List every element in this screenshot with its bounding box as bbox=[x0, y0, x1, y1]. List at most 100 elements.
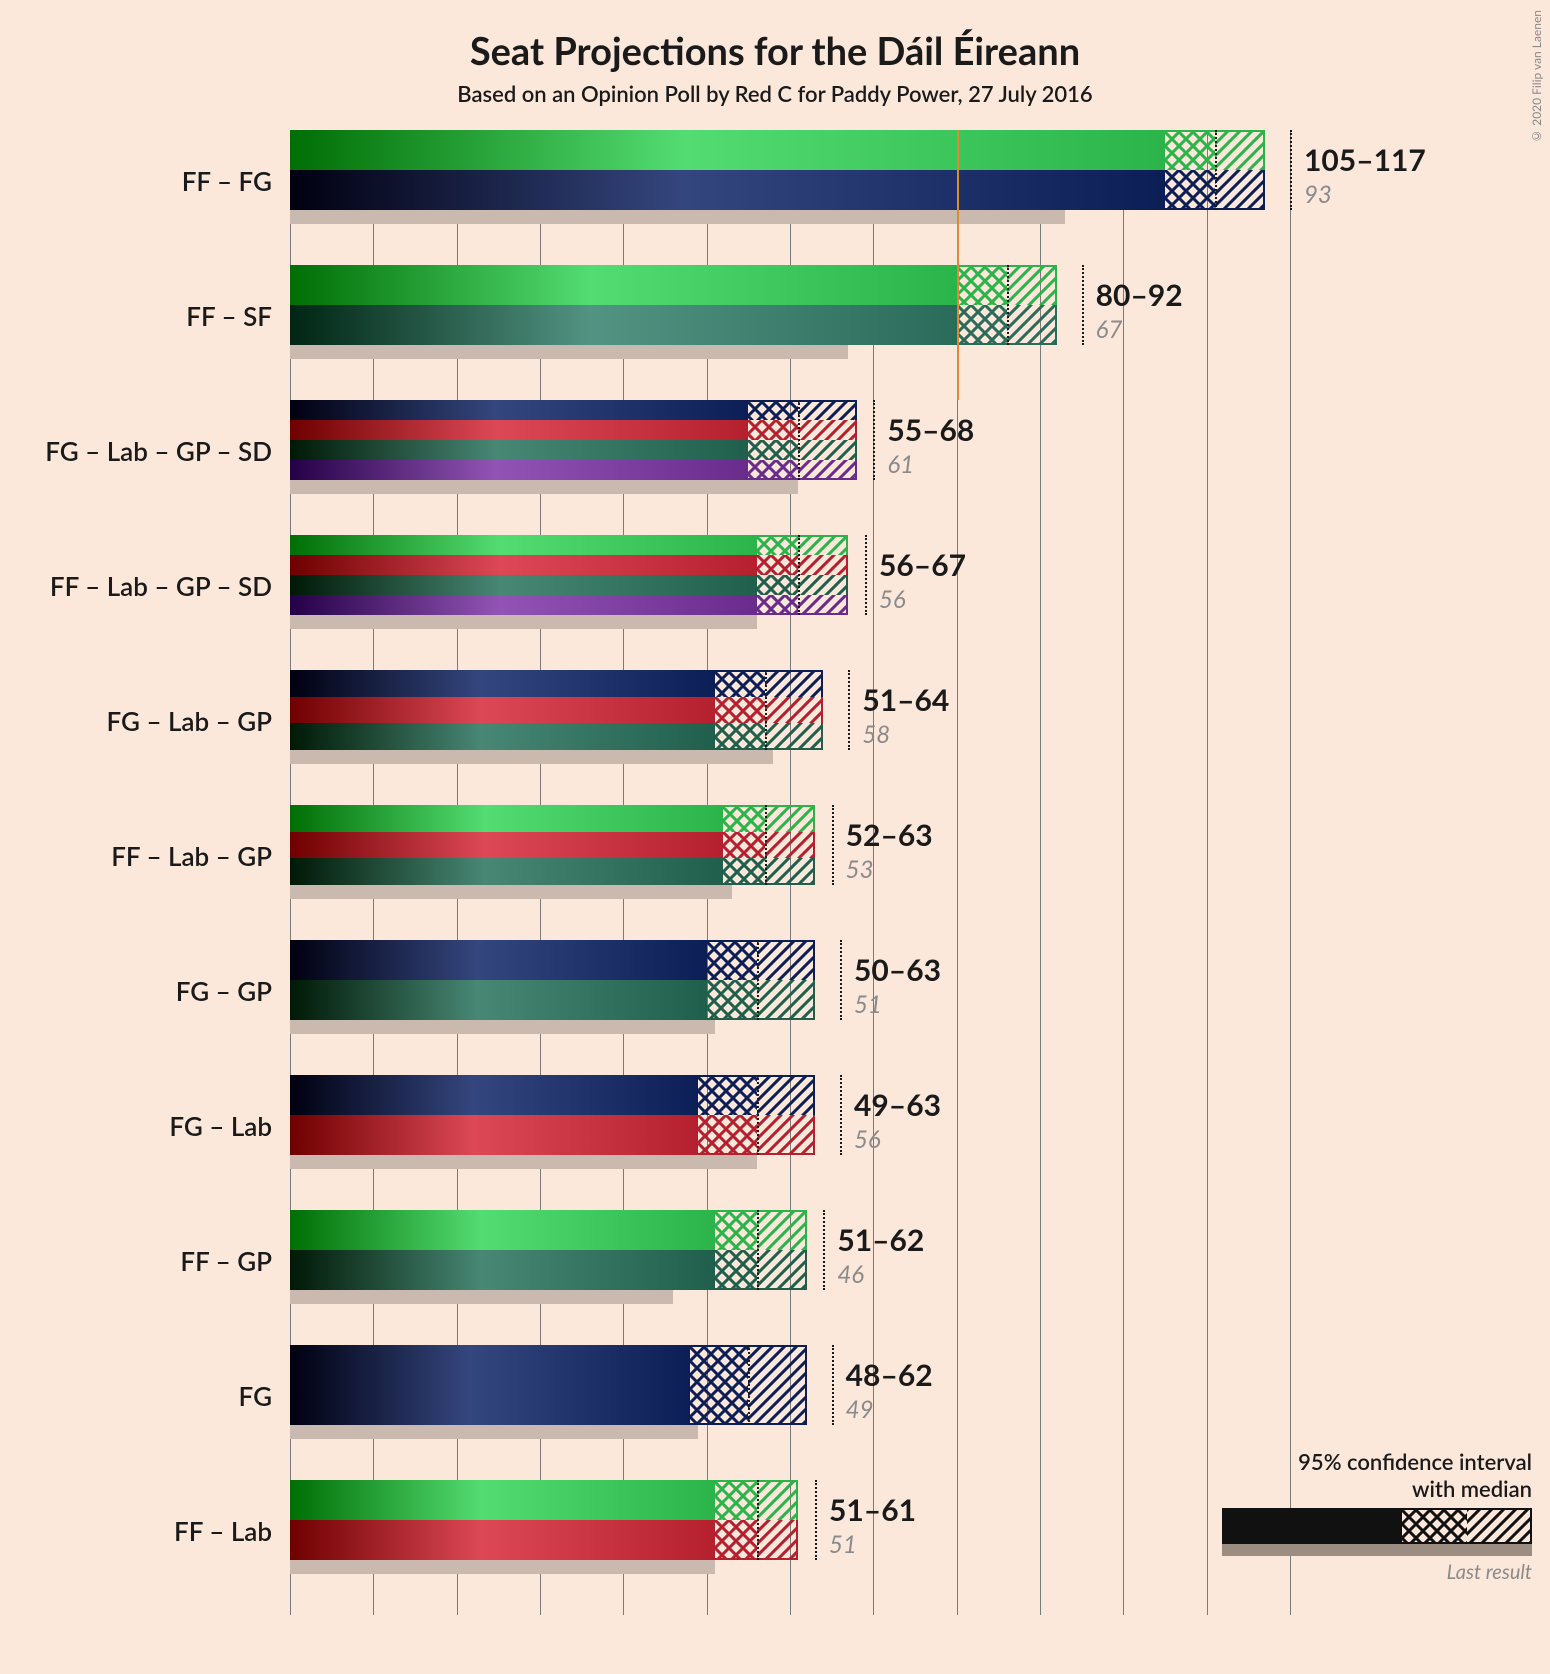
ci-crosshatch bbox=[748, 420, 798, 440]
ci-crosshatch bbox=[698, 1075, 756, 1115]
coalition-bar bbox=[290, 400, 873, 480]
ci-diaghatch bbox=[757, 980, 815, 1020]
ci-crosshatch bbox=[1165, 170, 1215, 210]
legend-last-result: Last result bbox=[1222, 1558, 1532, 1584]
copyright-text: © 2020 Filip van Laenen bbox=[1529, 10, 1544, 144]
ci-diaghatch bbox=[798, 460, 856, 480]
ci-diaghatch bbox=[798, 595, 848, 615]
legend-line1: 95% confidence interval bbox=[1298, 1448, 1532, 1475]
last-result-bar bbox=[290, 478, 798, 494]
ci-diaghatch bbox=[757, 940, 815, 980]
ci-right-edge bbox=[805, 1345, 807, 1425]
ci-diaghatch bbox=[798, 420, 856, 440]
coalition-row: FF – Lab51–6151 bbox=[290, 1480, 1290, 1580]
legend-solid bbox=[1222, 1508, 1402, 1544]
party-stripe bbox=[290, 940, 707, 980]
last-result-bar bbox=[290, 1558, 715, 1574]
extent-line bbox=[815, 1480, 817, 1560]
ci-right-edge bbox=[846, 555, 848, 575]
ci-right-edge bbox=[855, 440, 857, 460]
ci-crosshatch bbox=[715, 670, 765, 697]
ci-crosshatch bbox=[757, 575, 799, 595]
extent-line bbox=[840, 940, 842, 1020]
party-stripe bbox=[290, 670, 715, 697]
coalition-row: FG – Lab49–6356 bbox=[290, 1075, 1290, 1175]
ci-crosshatch bbox=[757, 555, 799, 575]
ci-crosshatch bbox=[690, 1345, 748, 1425]
range-value: 51–61 bbox=[829, 1492, 916, 1528]
last-result-value: 93 bbox=[1304, 180, 1332, 209]
party-stripe bbox=[290, 723, 715, 750]
ci-diaghatch bbox=[757, 1210, 807, 1250]
coalition-row: FG – Lab – GP51–6458 bbox=[290, 670, 1290, 770]
party-stripe bbox=[290, 595, 757, 615]
ci-diaghatch bbox=[765, 858, 815, 885]
party-stripe bbox=[290, 697, 715, 724]
range-value: 51–64 bbox=[862, 682, 949, 718]
ci-right-edge bbox=[855, 400, 857, 420]
last-result-value: 61 bbox=[887, 450, 914, 479]
chart-plot-area: FF – FG105–11793FF – SF80–9267FG – Lab –… bbox=[290, 130, 1290, 1615]
ci-crosshatch bbox=[715, 1480, 757, 1520]
last-result-bar bbox=[290, 208, 1065, 224]
ci-diaghatch bbox=[757, 1075, 815, 1115]
ci-right-edge bbox=[1263, 170, 1265, 210]
last-result-bar bbox=[290, 343, 848, 359]
ci-right-edge bbox=[796, 1480, 798, 1520]
ci-right-edge bbox=[813, 940, 815, 980]
party-stripe bbox=[290, 170, 1165, 210]
legend-bar bbox=[1222, 1508, 1532, 1558]
ci-right-edge bbox=[813, 832, 815, 859]
ci-right-edge bbox=[805, 1250, 807, 1290]
ci-diaghatch bbox=[757, 1480, 799, 1520]
coalition-row: FF – SF80–9267 bbox=[290, 265, 1290, 365]
coalition-label: FG – Lab – GP bbox=[107, 705, 272, 737]
range-value: 52–63 bbox=[846, 817, 933, 853]
ci-crosshatch bbox=[1165, 130, 1215, 170]
ci-right-edge bbox=[821, 697, 823, 724]
chart-subtitle: Based on an Opinion Poll by Red C for Pa… bbox=[0, 74, 1550, 127]
party-stripe bbox=[290, 832, 723, 859]
ci-diaghatch bbox=[765, 697, 823, 724]
ci-right-edge bbox=[821, 670, 823, 697]
ci-crosshatch bbox=[757, 535, 799, 555]
ci-crosshatch bbox=[723, 832, 765, 859]
ci-right-edge bbox=[813, 858, 815, 885]
ci-diaghatch bbox=[765, 670, 823, 697]
range-value: 55–68 bbox=[887, 412, 974, 448]
coalition-bar bbox=[290, 535, 865, 615]
legend-diaghatch bbox=[1467, 1508, 1532, 1544]
median-line bbox=[757, 1075, 759, 1155]
ci-right-edge bbox=[855, 420, 857, 440]
coalition-row: FG48–6249 bbox=[290, 1345, 1290, 1445]
last-result-bar bbox=[290, 748, 773, 764]
coalition-label: FG bbox=[239, 1380, 272, 1412]
extent-line bbox=[1290, 130, 1292, 210]
range-value: 49–63 bbox=[854, 1087, 941, 1123]
ci-diaghatch bbox=[1215, 130, 1265, 170]
ci-right-edge bbox=[813, 980, 815, 1020]
party-stripe bbox=[290, 858, 723, 885]
ci-diaghatch bbox=[798, 440, 856, 460]
extent-line bbox=[823, 1210, 825, 1290]
range-value: 105–117 bbox=[1304, 142, 1426, 178]
ci-diaghatch bbox=[765, 832, 815, 859]
ci-diaghatch bbox=[1007, 305, 1057, 345]
range-value: 51–62 bbox=[837, 1222, 924, 1258]
last-result-value: 56 bbox=[854, 1125, 881, 1154]
last-result-bar bbox=[290, 883, 732, 899]
party-stripe bbox=[290, 460, 748, 480]
coalition-row: FG – Lab – GP – SD55–6861 bbox=[290, 400, 1290, 500]
ci-right-edge bbox=[1055, 305, 1057, 345]
median-line bbox=[765, 670, 767, 750]
ci-crosshatch bbox=[723, 858, 765, 885]
median-line bbox=[757, 1210, 759, 1290]
extent-line bbox=[848, 670, 850, 750]
ci-crosshatch bbox=[957, 305, 1007, 345]
coalition-bar bbox=[290, 1210, 823, 1290]
ci-crosshatch bbox=[757, 595, 799, 615]
ci-crosshatch bbox=[715, 1520, 757, 1560]
coalition-label: FF – FG bbox=[182, 165, 272, 197]
coalition-label: FF – GP bbox=[180, 1245, 272, 1277]
extent-line bbox=[832, 805, 834, 885]
